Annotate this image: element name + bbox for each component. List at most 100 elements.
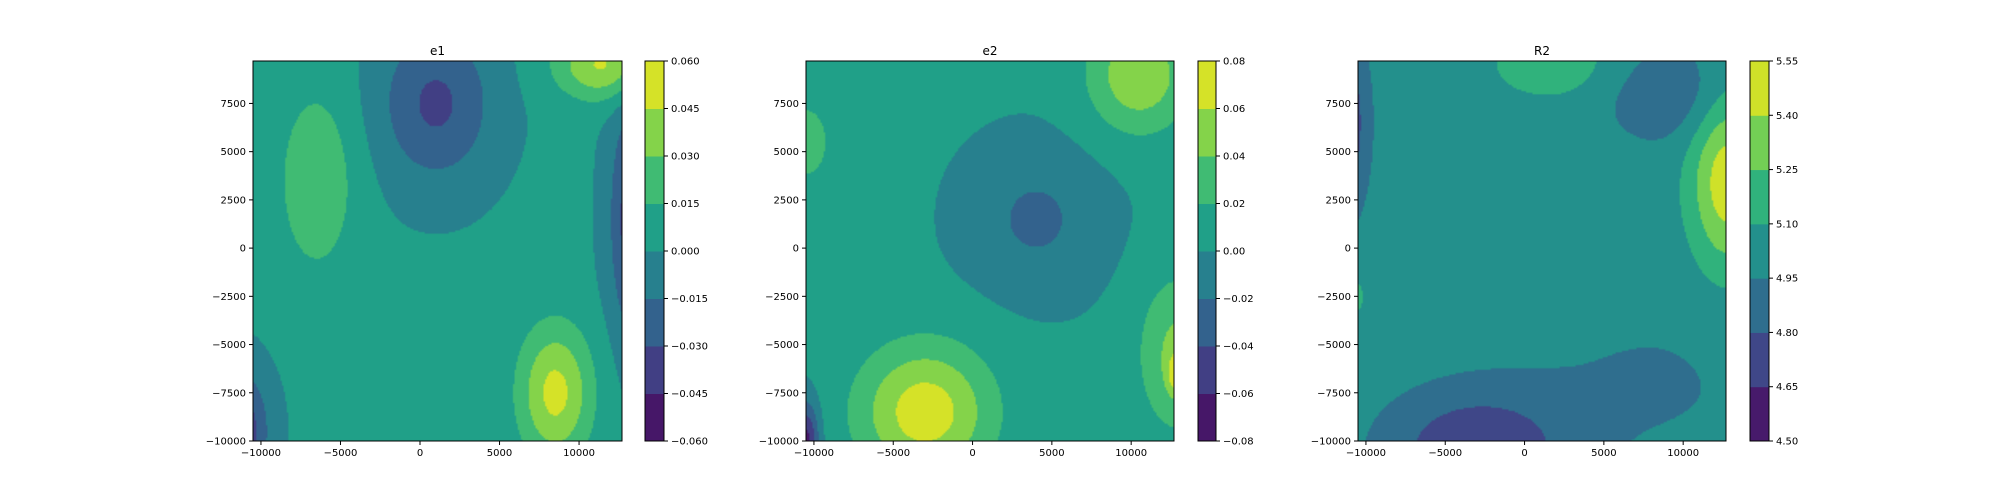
y-tick-label: −5000 [765,340,799,351]
colorbar-tick-label: −0.02 [1223,294,1254,305]
colorbar-band [1750,115,1769,171]
colorbar-tick-label: −0.08 [1223,437,1254,448]
colorbar-tick-label: 4.95 [1776,274,1798,285]
x-tick-label: 10000 [563,448,595,459]
x-tick-label: 5000 [1591,448,1616,459]
colorbar-band [1198,203,1216,252]
colorbar-band [1750,223,1769,279]
colorbar-tick-label: 0.00 [1223,247,1245,258]
colorbar-band [645,61,664,109]
x-tick-label: 10000 [1667,448,1699,459]
y-tick-label: 0 [240,244,246,255]
y-tick-label: −2500 [1317,292,1351,303]
axes-frame [805,60,1175,442]
x-tick-label: 0 [969,448,975,459]
colorbar-tick-label: −0.045 [671,389,708,400]
contour-fill [1358,61,1726,441]
colorbar-band [645,298,664,347]
colorbar-band [1198,156,1216,204]
x-tick-label: 5000 [1039,448,1064,459]
x-tick-label: −10000 [794,448,834,459]
y-tick-label: −7500 [212,388,246,399]
colorbar-tick-label: 0.06 [1223,104,1245,115]
y-tick-label: 2500 [774,195,799,206]
colorbar-band [645,393,664,442]
colorbar-tick-label: 0.030 [671,152,700,163]
colorbar-band [1198,298,1216,347]
colorbar-tick-label: 4.50 [1776,437,1798,448]
colorbar-band [1198,346,1216,394]
y-tick-label: 5000 [1326,147,1351,158]
colorbar-tick-label: 0.060 [671,57,700,68]
y-tick-label: 2500 [221,195,246,206]
panel-e2: e2 −10000 −5000 0 5000 10000 −10000 −7500 −5000 −… [759,44,1254,459]
x-tick-label: −5000 [876,448,910,459]
y-tick-label: −10000 [1311,437,1351,448]
y-tick-label: 7500 [1326,99,1351,110]
contour-fill [806,61,1174,441]
colorbar-tick-label: 0.015 [671,199,700,210]
x-tick-label: −10000 [1346,448,1386,459]
panels: e1 −10000 −5000 0 5000 10000 −10000 −7500 −5000 −… [206,44,1798,459]
panel-R2: R2 −10000 −5000 0 5000 10000 −10000 −7500 −5000 −… [1311,44,1798,459]
colorbar-band [1198,61,1216,109]
y-tick-label: 5000 [774,147,799,158]
colorbar-tick-label: 0.000 [671,247,700,258]
y-tick-label: −2500 [765,292,799,303]
colorbar-tick-label: 5.55 [1776,57,1798,68]
y-tick-label: −10000 [759,437,799,448]
colorbar-band [1198,251,1216,299]
colorbar-tick-label: 0.04 [1223,152,1245,163]
colorbar-tick-label: 5.10 [1776,219,1798,230]
colorbar-band [1750,278,1769,333]
x-tick-label: −5000 [1428,448,1462,459]
chart-title: e1 [430,44,445,58]
colorbar-frame [1749,60,1770,442]
x-tick-label: −10000 [241,448,281,459]
axes-frame [252,60,623,442]
colorbar-tick-label: 0.045 [671,104,700,115]
y-tick-label: −10000 [206,437,246,448]
y-tick-label: 0 [793,244,799,255]
colorbar-band [645,156,664,204]
colorbar-tick-label: −0.060 [671,437,708,448]
colorbar-band [1750,169,1769,225]
y-tick-label: 7500 [774,99,799,110]
x-tick-label: 0 [1521,448,1527,459]
axes-frame [1357,60,1727,442]
colorbar-band [645,203,664,252]
y-tick-label: 7500 [221,99,246,110]
colorbar-tick-label: 0.02 [1223,199,1245,210]
colorbar-band [645,108,664,157]
y-tick-label: −5000 [212,340,246,351]
colorbar-band [1198,108,1216,157]
contour-fill [253,61,622,441]
colorbar-tick-label: −0.06 [1223,389,1254,400]
y-tick-label: −2500 [212,292,246,303]
y-tick-label: 5000 [221,147,246,158]
x-tick-label: 5000 [487,448,512,459]
x-tick-label: 0 [417,448,423,459]
chart-title: e2 [982,44,997,58]
y-tick-label: 0 [1345,244,1351,255]
y-tick-label: −7500 [765,388,799,399]
colorbar-band [645,346,664,394]
colorbar-tick-label: −0.015 [671,294,708,305]
colorbar-band [1750,61,1769,116]
colorbar-tick-label: 5.40 [1776,111,1798,122]
x-tick-label: −5000 [324,448,358,459]
colorbar-band [1750,386,1769,442]
colorbar-band [1198,393,1216,442]
colorbar-band [645,251,664,299]
x-tick-label: 10000 [1115,448,1147,459]
colorbar-band [1750,332,1769,388]
colorbar-tick-label: −0.030 [671,342,708,353]
colorbar-tick-label: 5.25 [1776,165,1798,176]
y-tick-label: 2500 [1326,195,1351,206]
colorbar-tick-label: 4.80 [1776,328,1798,339]
panel-e1: e1 −10000 −5000 0 5000 10000 −10000 −7500 −5000 −… [206,44,708,459]
chart-title: R2 [1534,44,1550,58]
colorbar-tick-label: 0.08 [1223,57,1245,68]
y-tick-label: −7500 [1317,388,1351,399]
